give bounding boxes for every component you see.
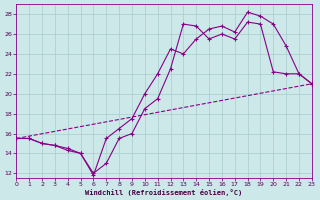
X-axis label: Windchill (Refroidissement éolien,°C): Windchill (Refroidissement éolien,°C): [85, 189, 243, 196]
